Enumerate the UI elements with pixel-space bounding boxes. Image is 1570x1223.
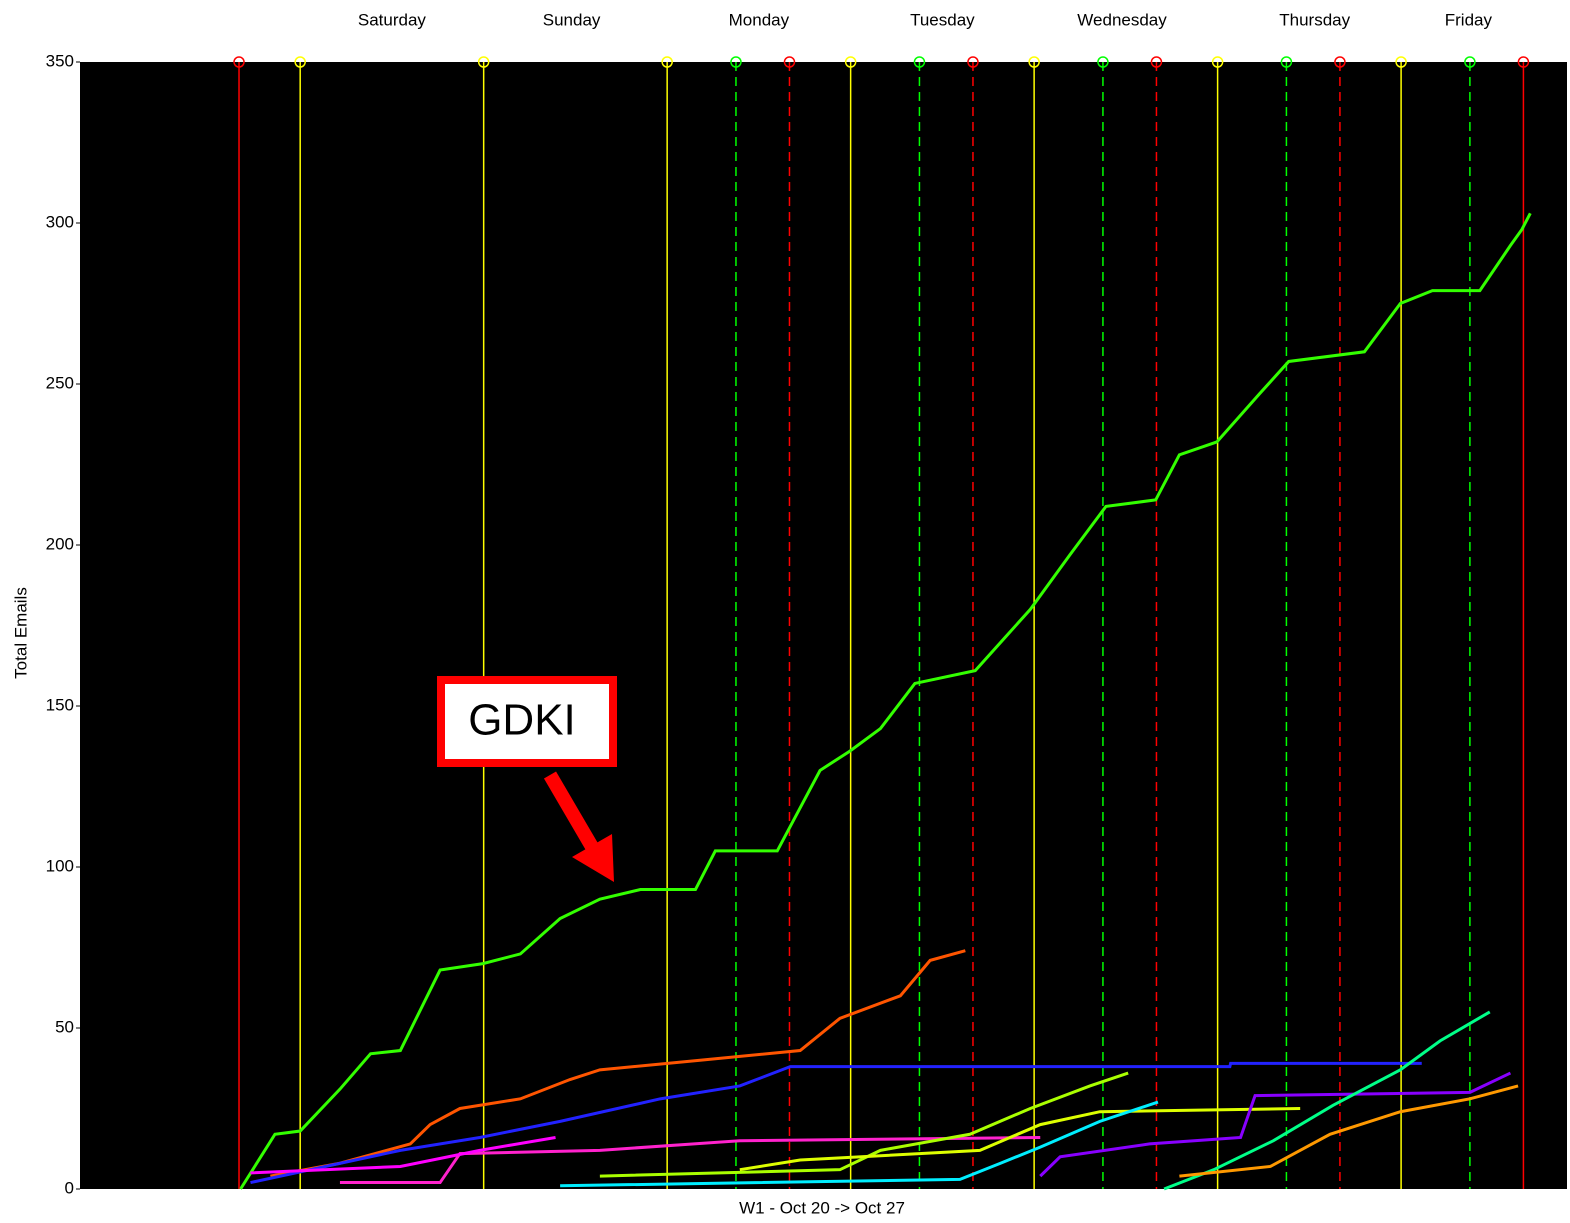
- marker-circle: [913, 56, 926, 68]
- arrow-shaft: [543, 771, 602, 856]
- series-line: [1179, 1084, 1519, 1178]
- series-line: [239, 212, 1532, 1190]
- marker-circle: [1464, 56, 1476, 68]
- marker-circle: [1334, 56, 1346, 68]
- series-line: [1163, 1010, 1491, 1191]
- marker-circle: [1028, 56, 1040, 68]
- series-line: [270, 949, 966, 1178]
- y-axis-label: Total Emails: [11, 587, 30, 679]
- day-label: Saturday: [358, 10, 427, 29]
- day-label: Sunday: [543, 10, 601, 29]
- marker-circle: [1517, 56, 1530, 68]
- marker-circle: [233, 56, 245, 68]
- plot-area: [80, 62, 1567, 1189]
- y-tick-label: 0: [65, 1178, 74, 1197]
- marker-circle: [783, 56, 796, 68]
- y-tick-label: 50: [55, 1017, 74, 1036]
- annotation: GDKI: [468, 696, 576, 745]
- marker-circle: [1097, 56, 1109, 68]
- marker-circle: [661, 56, 673, 68]
- day-label: Tuesday: [910, 10, 975, 29]
- day-label: Friday: [1445, 10, 1493, 29]
- arrow-head: [572, 834, 614, 882]
- marker-circle: [844, 56, 857, 68]
- series-line: [560, 1100, 1159, 1188]
- marker-circle: [294, 56, 306, 68]
- series-line: [250, 1136, 556, 1175]
- series-line: [1039, 1071, 1512, 1178]
- marker-circle: [730, 56, 742, 68]
- marker-circle: [1395, 56, 1407, 68]
- marker-circle: [1150, 56, 1163, 68]
- marker-circle: [1211, 56, 1224, 68]
- series-line: [599, 1071, 1129, 1178]
- series-line: [339, 1135, 1041, 1185]
- day-label: Monday: [729, 10, 790, 29]
- y-tick-label: 100: [46, 856, 74, 875]
- day-label: Thursday: [1279, 10, 1350, 29]
- layer: [233, 56, 1532, 1191]
- y-tick-label: 250: [46, 373, 74, 392]
- marker-circle: [477, 56, 490, 68]
- marker-circle: [967, 56, 979, 68]
- day-label: Wednesday: [1077, 10, 1167, 29]
- annotation-box: [437, 676, 617, 767]
- series-line: [250, 1061, 1422, 1185]
- x-axis-label: W1 - Oct 20 -> Oct 27: [739, 1198, 905, 1217]
- y-tick-label: 350: [46, 51, 74, 70]
- y-tick-label: 300: [46, 212, 74, 231]
- y-tick-label: 200: [46, 534, 74, 553]
- marker-circle: [1280, 56, 1293, 68]
- y-tick-label: 150: [46, 695, 74, 714]
